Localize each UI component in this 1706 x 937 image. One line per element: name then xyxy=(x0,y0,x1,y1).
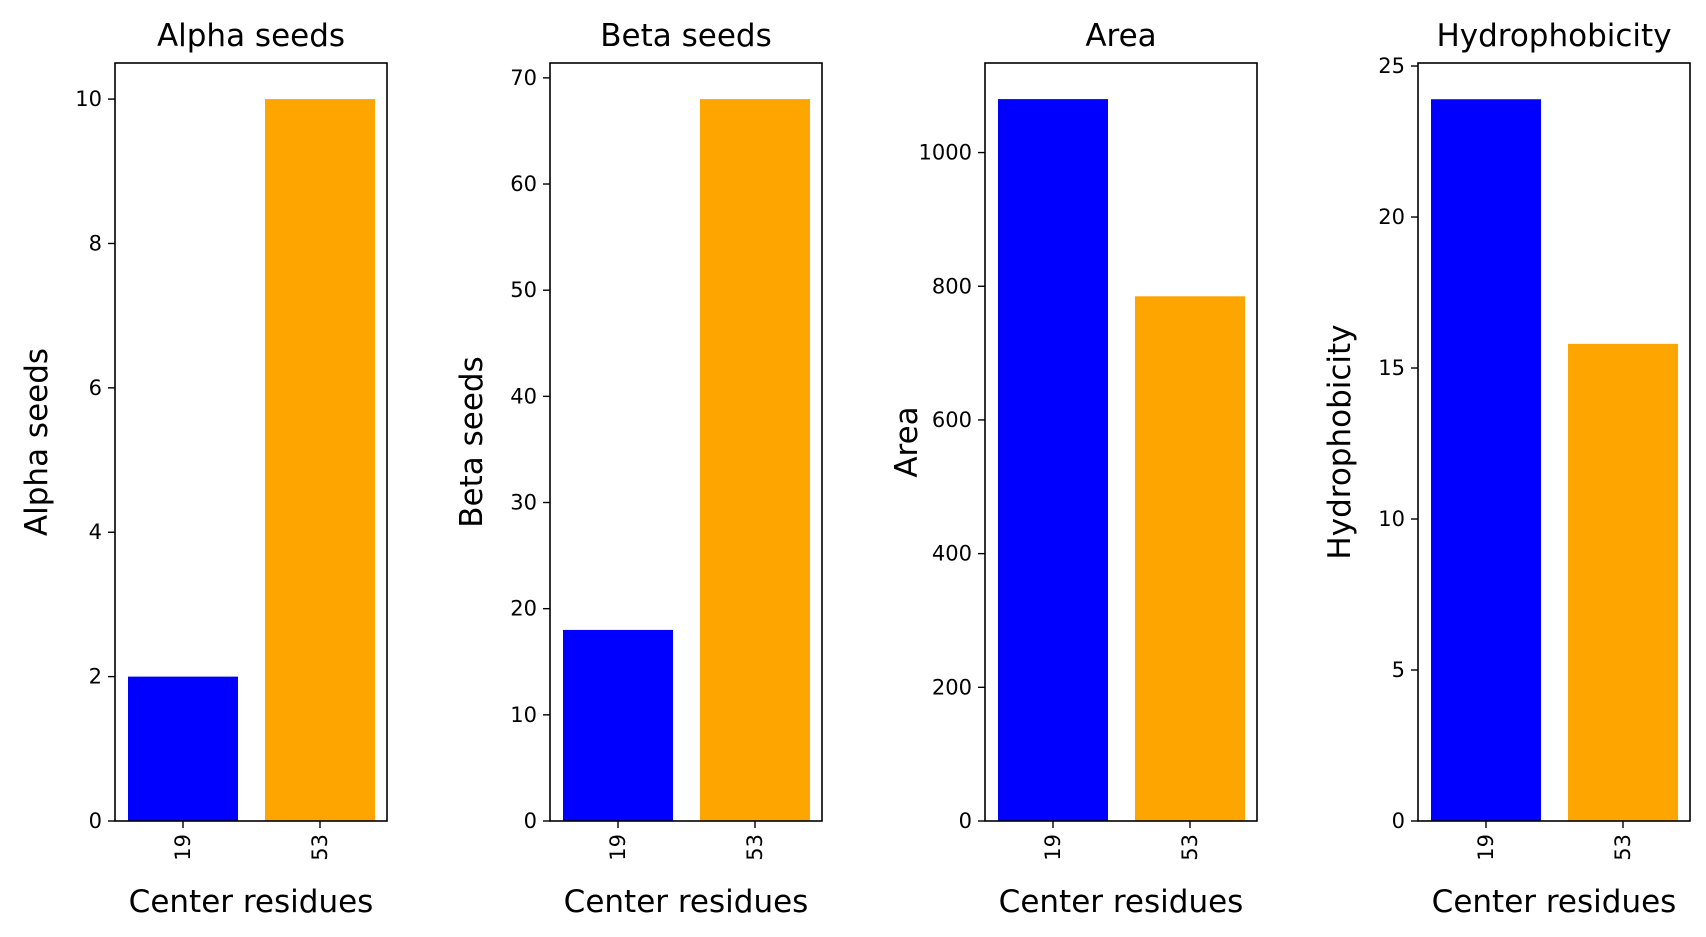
x-tick-label: 19 xyxy=(1474,834,1498,861)
x-axis-label: Center residues xyxy=(1432,884,1677,920)
x-tick-label: 53 xyxy=(308,834,332,861)
y-tick-label: 0 xyxy=(89,809,102,833)
y-tick-label: 40 xyxy=(510,384,537,408)
bar-19 xyxy=(128,676,238,821)
y-tick-label: 0 xyxy=(1392,809,1405,833)
y-axis-label: Alpha seeds xyxy=(19,348,55,536)
y-tick-label: 8 xyxy=(89,231,102,255)
chart-panel-4: 0 5 10 15 20 25 19 53 Hydrophobicity Center resid… xyxy=(1322,18,1691,920)
bar-53 xyxy=(265,99,375,822)
x-axis-label: Center residues xyxy=(999,884,1244,920)
x-tick-label: 53 xyxy=(1611,834,1635,861)
x-tick-label: 53 xyxy=(743,834,767,861)
y-tick-label: 200 xyxy=(932,675,972,699)
panel-title: Hydrophobicity xyxy=(1436,18,1671,54)
y-tick-label: 0 xyxy=(959,809,972,833)
bar-19 xyxy=(1431,99,1541,822)
y-tick-label: 50 xyxy=(510,278,537,302)
bar-53 xyxy=(700,99,810,822)
y-tick-label: 10 xyxy=(510,703,537,727)
y-tick-label: 15 xyxy=(1378,356,1405,380)
x-tick-label: 53 xyxy=(1178,834,1202,861)
y-tick-label: 60 xyxy=(510,172,537,196)
y-tick-label: 10 xyxy=(1378,507,1405,531)
y-tick-label: 400 xyxy=(932,542,972,566)
y-axis-label: Area xyxy=(889,406,925,477)
bar-19 xyxy=(998,99,1108,822)
y-tick-label: 800 xyxy=(932,274,972,298)
y-tick-label: 6 xyxy=(89,376,102,400)
bar-53 xyxy=(1568,343,1678,821)
y-axis-label: Beta seeds xyxy=(454,356,490,527)
y-tick-label: 30 xyxy=(510,491,537,515)
x-axis-label: Center residues xyxy=(129,884,374,920)
plot-frame xyxy=(549,62,823,822)
y-axis-label: Hydrophobicity xyxy=(1322,324,1358,559)
y-tick-label: 4 xyxy=(89,520,102,544)
x-axis-label: Center residues xyxy=(564,884,809,920)
plot-frame xyxy=(114,62,388,822)
y-tick-label: 10 xyxy=(75,87,102,111)
plot-frame xyxy=(1417,62,1691,822)
panel-title: Alpha seeds xyxy=(157,18,345,54)
y-tick-label: 1000 xyxy=(919,141,972,165)
x-tick-label: 19 xyxy=(171,834,195,861)
y-tick-label: 2 xyxy=(89,665,102,689)
chart-panel-3: 0 200 400 600 800 1000 19 53 Area Center residues… xyxy=(889,18,1258,920)
y-tick-label: 25 xyxy=(1378,54,1405,78)
y-tick-label: 20 xyxy=(510,597,537,621)
plot-frame xyxy=(984,62,1258,822)
chart-panel-2: 0 10 20 30 40 50 60 70 19 53 Beta seeds Center resi… xyxy=(454,18,823,920)
y-tick-label: 70 xyxy=(510,66,537,90)
bar-53 xyxy=(1135,296,1245,821)
bar-19 xyxy=(563,629,673,821)
y-tick-label: 0 xyxy=(524,809,537,833)
panel-title: Area xyxy=(1085,18,1156,54)
chart-panel-1: 0 2 4 6 8 10 19 53 Alpha seeds Center residues Alp… xyxy=(19,18,388,920)
y-tick-label: 5 xyxy=(1392,658,1405,682)
x-tick-label: 19 xyxy=(1041,834,1065,861)
panel-title: Beta seeds xyxy=(600,18,771,54)
y-tick-label: 20 xyxy=(1378,205,1405,229)
x-tick-label: 19 xyxy=(606,834,630,861)
y-tick-label: 600 xyxy=(932,408,972,432)
